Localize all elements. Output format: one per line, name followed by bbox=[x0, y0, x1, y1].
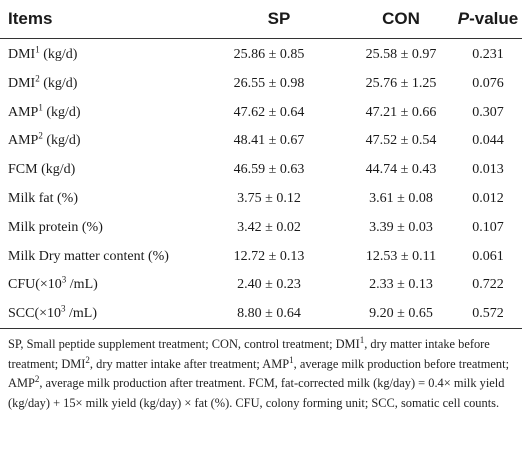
row-label-superscript: 3 bbox=[61, 274, 67, 285]
footnote-sup1: 1 bbox=[359, 334, 365, 345]
row-con-value: 2.33 ± 0.13 bbox=[369, 277, 433, 293]
row-con-value: 47.21 ± 0.66 bbox=[365, 104, 437, 120]
header-p-letter: P bbox=[457, 9, 470, 28]
row-p-value: 0.061 bbox=[472, 248, 504, 264]
header-con: CON bbox=[382, 9, 420, 28]
footnote-part3: , dry matter intake after treatment; AMP bbox=[89, 356, 290, 371]
table-bottom-rule bbox=[0, 328, 522, 329]
row-label-text: AMP bbox=[8, 133, 39, 149]
table-row: AMP2 (kg/d) 48.41 ± 0.67 47.52 ± 0.54 0.044 bbox=[0, 126, 522, 155]
header-sp: SP bbox=[267, 9, 291, 28]
row-sp-value: 25.86 ± 0.85 bbox=[233, 47, 305, 62]
row-label-unit: (kg/d) bbox=[39, 47, 78, 62]
header-p-value: P-value bbox=[445, 9, 522, 29]
row-label-text: Milk Dry matter content (%) bbox=[8, 248, 169, 264]
row-p-value: 0.307 bbox=[472, 104, 504, 120]
row-item-label: DMI2 (kg/d) bbox=[8, 73, 78, 92]
header-items: Items bbox=[8, 9, 53, 28]
row-item-label: Milk protein (%) bbox=[8, 220, 103, 236]
row-label-unit: (kg/d) bbox=[42, 104, 81, 120]
row-label-superscript: 2 bbox=[38, 130, 43, 141]
table-row: DMI2 (kg/d) 26.55 ± 0.98 25.76 ± 1.25 0.076 bbox=[0, 69, 522, 98]
footnote-part2: , dry matter intake before treatment; DM… bbox=[8, 337, 490, 371]
table-row: Milk fat (%) 3.75 ± 0.12 3.61 ± 0.08 0.012 bbox=[0, 184, 522, 213]
data-table: Items SP CON P-value DMI1 (kg/d) 25.86 ± … bbox=[0, 0, 522, 410]
row-item-label: CFU(×103 /mL) bbox=[8, 274, 98, 293]
footnote-sup4: 2 bbox=[34, 374, 40, 385]
row-label-superscript: 3 bbox=[61, 303, 66, 314]
table-row: Milk Dry matter content (%) 12.72 ± 0.13 1… bbox=[0, 242, 522, 271]
row-con-value: 12.53 ± 0.11 bbox=[365, 248, 437, 264]
row-label-unit: (kg/d) bbox=[42, 133, 81, 149]
row-label-text: Milk protein (%) bbox=[8, 219, 103, 235]
row-sp-value: 46.59 ± 0.63 bbox=[233, 162, 305, 178]
row-con-value: 25.76 ± 1.25 bbox=[365, 75, 437, 91]
row-label-superscript: 1 bbox=[35, 44, 40, 55]
table-row: FCM (kg/d) 46.59 ± 0.63 44.74 ± 0.43 0.013 bbox=[0, 155, 522, 184]
row-item-label: FCM (kg/d) bbox=[8, 162, 75, 178]
row-con-value: 47.52 ± 0.54 bbox=[365, 133, 437, 149]
row-label-unit: /mL) bbox=[65, 306, 98, 322]
footnote-part5: , average milk production after treatmen… bbox=[8, 376, 505, 410]
row-con-value: 3.39 ± 0.03 bbox=[369, 219, 433, 235]
table-body: DMI1 (kg/d) 25.86 ± 0.85 25.58 ± 0.97 0.231… bbox=[0, 40, 522, 328]
table-footnote: SP, Small peptide supplement treatment; … bbox=[8, 335, 514, 413]
row-label-unit: /mL) bbox=[66, 277, 98, 293]
row-item-label: SCC(×103 /mL) bbox=[8, 303, 98, 322]
row-con-value: 3.61 ± 0.08 bbox=[369, 190, 433, 206]
row-label-superscript: 1 bbox=[38, 101, 43, 112]
row-sp-value: 2.40 ± 0.23 bbox=[237, 277, 301, 293]
row-sp-value: 26.55 ± 0.98 bbox=[233, 75, 305, 91]
row-label-text: AMP bbox=[8, 104, 39, 120]
row-item-label: AMP2 (kg/d) bbox=[8, 130, 81, 149]
row-sp-value: 47.62 ± 0.64 bbox=[233, 104, 305, 120]
row-con-value: 9.20 ± 0.65 bbox=[369, 306, 433, 322]
row-p-value: 0.013 bbox=[472, 162, 504, 178]
row-label-superscript: 2 bbox=[35, 73, 40, 84]
row-sp-value: 12.72 ± 0.13 bbox=[233, 248, 305, 264]
row-p-value: 0.076 bbox=[472, 75, 504, 91]
row-con-value: 25.58 ± 0.97 bbox=[365, 47, 437, 62]
table-row: SCC(×103 /mL) 8.80 ± 0.64 9.20 ± 0.65 0.572 bbox=[0, 299, 522, 328]
footnote-part1: SP, Small peptide supplement treatment; … bbox=[8, 337, 360, 351]
footnote-part4: , average milk production before treatme… bbox=[8, 356, 510, 391]
table-header-row: Items SP CON P-value bbox=[0, 0, 522, 38]
row-label-unit: (kg/d) bbox=[39, 75, 78, 91]
row-p-value: 0.231 bbox=[472, 47, 504, 62]
row-p-value: 0.012 bbox=[472, 190, 504, 206]
row-label-text: SCC(×10 bbox=[8, 306, 62, 322]
table-top-rule bbox=[0, 38, 522, 39]
row-p-value: 0.044 bbox=[472, 133, 504, 149]
row-item-label: Milk fat (%) bbox=[8, 191, 78, 207]
header-p-rest: -value bbox=[469, 9, 519, 28]
row-p-value: 0.572 bbox=[472, 306, 504, 322]
row-con-value: 44.74 ± 0.43 bbox=[365, 162, 437, 178]
row-item-label: AMP1 (kg/d) bbox=[8, 101, 81, 121]
footnote-sup3: 1 bbox=[289, 354, 294, 365]
row-sp-value: 3.75 ± 0.12 bbox=[237, 190, 301, 206]
row-p-value: 0.107 bbox=[472, 219, 504, 235]
table-row: Milk protein (%) 3.42 ± 0.02 3.39 ± 0.03 0.… bbox=[0, 213, 522, 242]
row-sp-value: 8.80 ± 0.64 bbox=[237, 306, 301, 322]
row-label-text: CFU(×10 bbox=[8, 277, 62, 293]
row-p-value: 0.722 bbox=[472, 277, 504, 293]
table-row: AMP1 (kg/d) 47.62 ± 0.64 47.21 ± 0.66 0.307 bbox=[0, 98, 522, 127]
row-label-text: DMI bbox=[8, 75, 36, 91]
row-item-label: Milk Dry matter content (%) bbox=[8, 249, 169, 265]
row-label-text: FCM (kg/d) bbox=[8, 162, 76, 178]
row-label-text: DMI bbox=[8, 47, 36, 62]
row-item-label: DMI1 (kg/d) bbox=[8, 44, 78, 63]
footnote-sup2: 2 bbox=[85, 354, 90, 365]
row-label-text: Milk fat (%) bbox=[8, 190, 78, 206]
table-row: CFU(×103 /mL) 2.40 ± 0.23 2.33 ± 0.13 0.722 bbox=[0, 270, 522, 299]
table-row: DMI1 (kg/d) 25.86 ± 0.85 25.58 ± 0.97 0.231 bbox=[0, 40, 522, 69]
row-sp-value: 48.41 ± 0.67 bbox=[233, 133, 305, 149]
row-sp-value: 3.42 ± 0.02 bbox=[237, 219, 301, 235]
